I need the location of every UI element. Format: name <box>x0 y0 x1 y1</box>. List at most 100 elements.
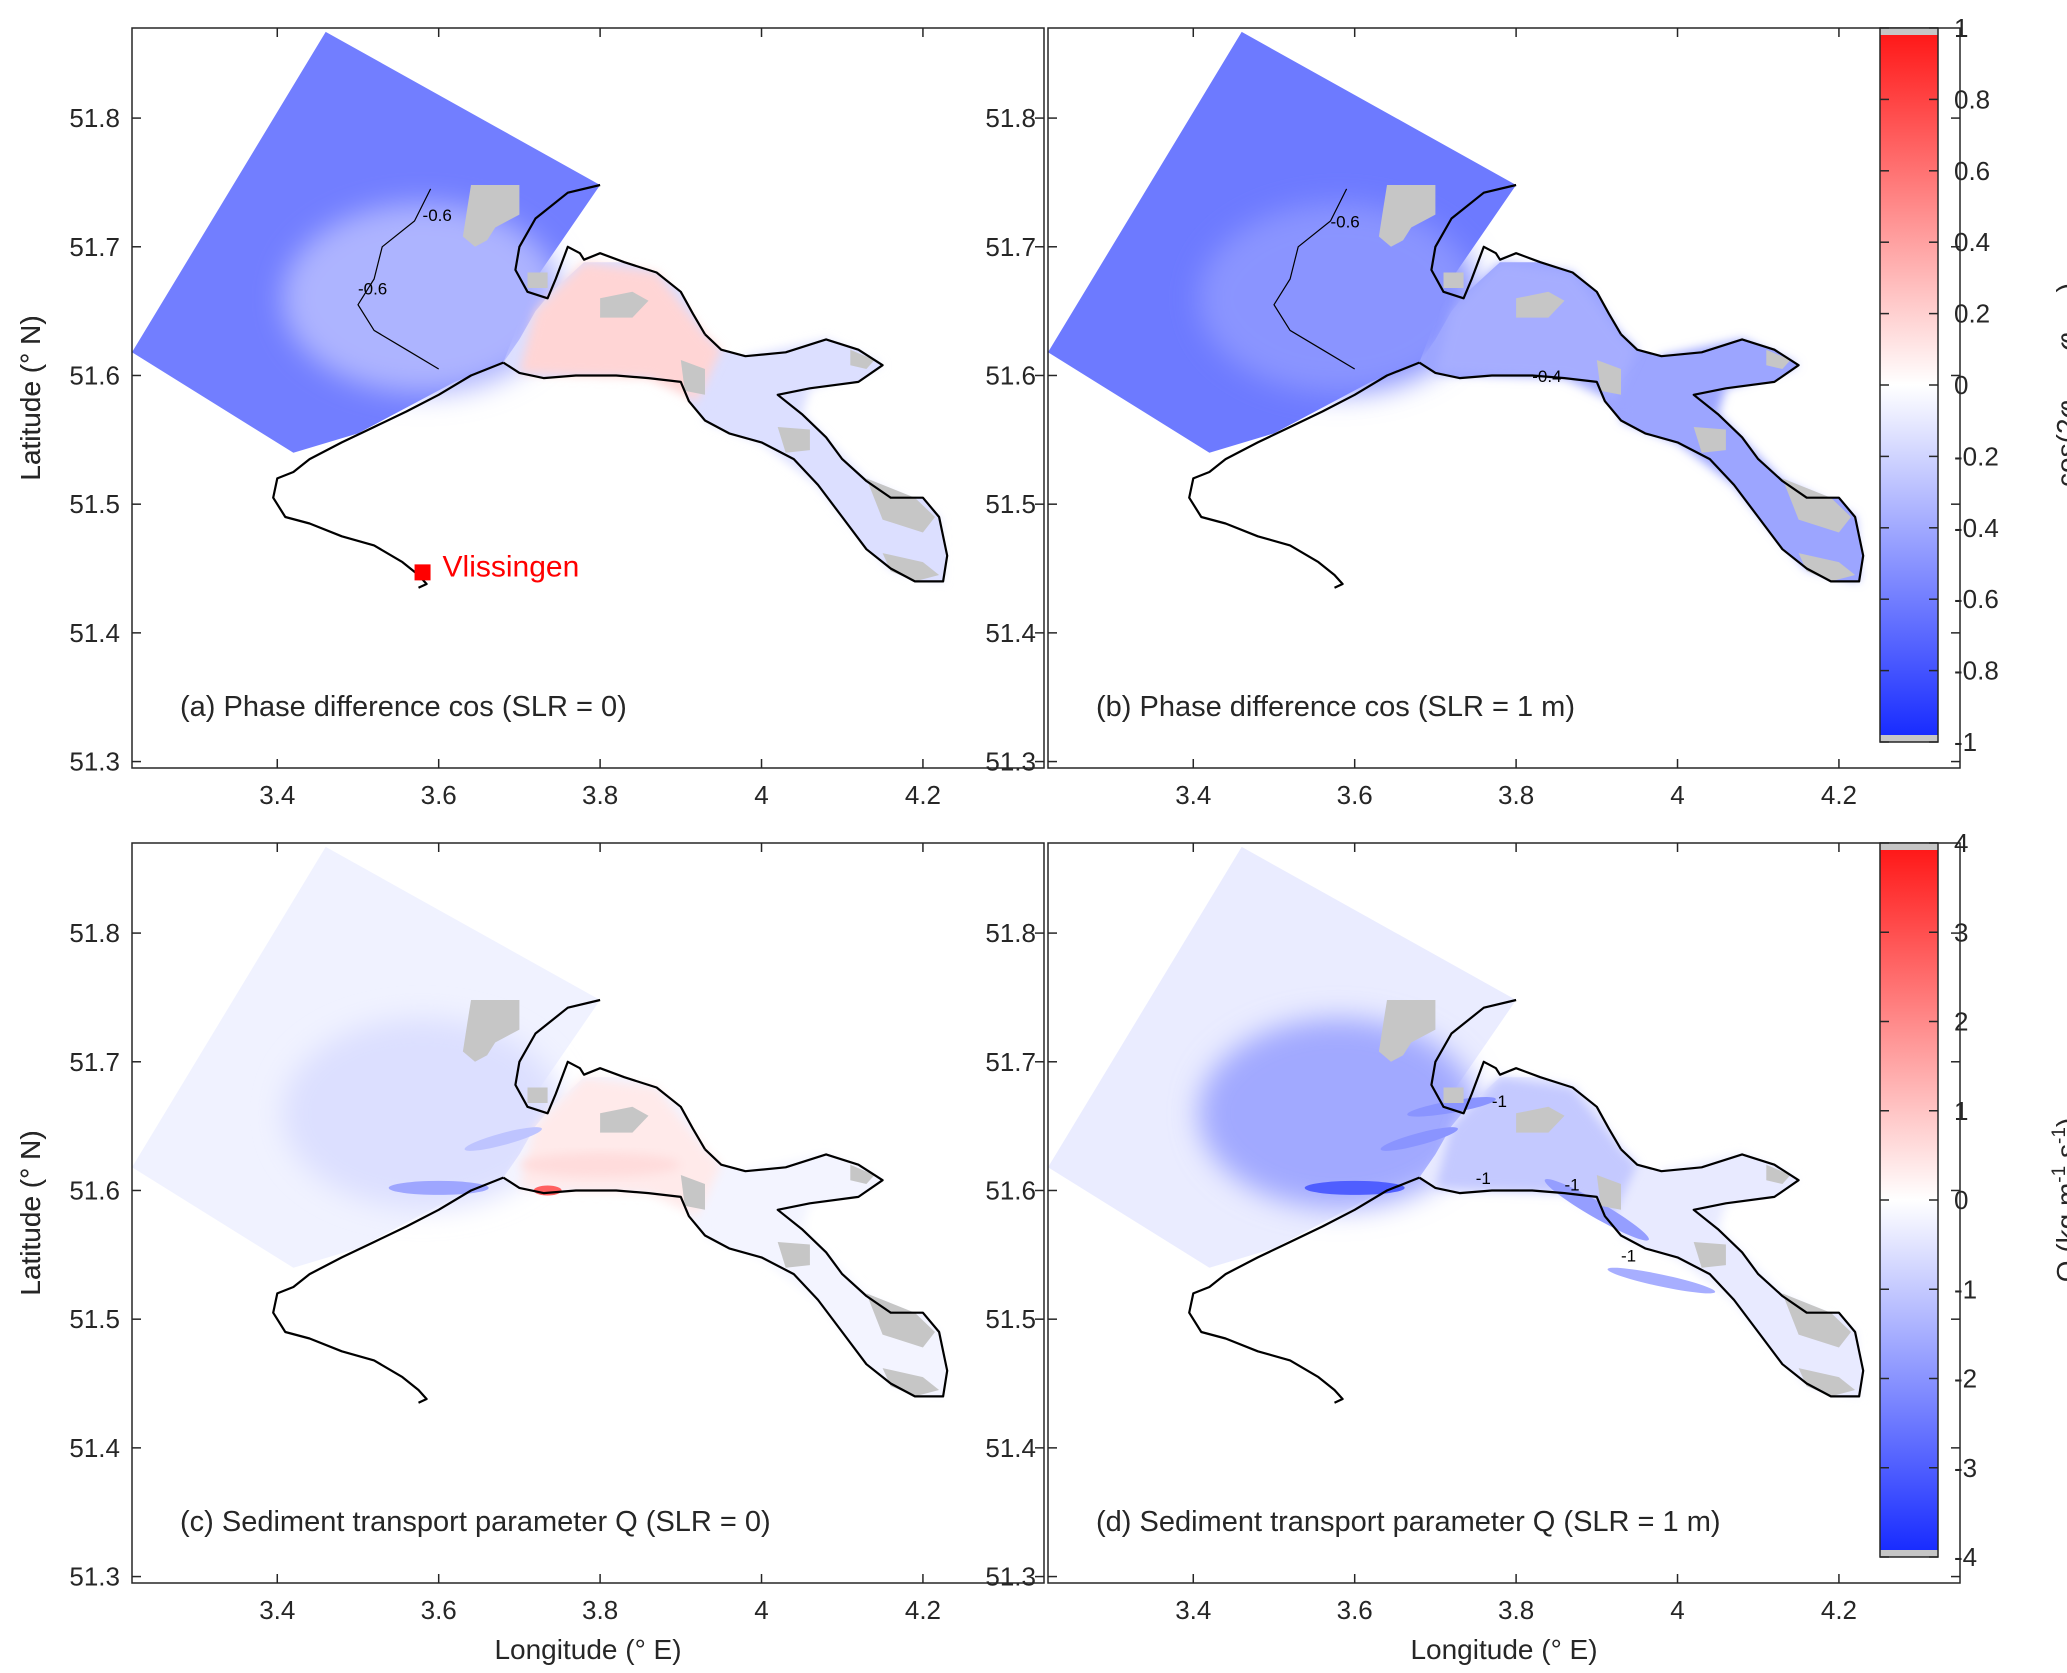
x-tick-label: 3.4 <box>1175 780 1211 810</box>
x-tick-label: 3.8 <box>582 1595 618 1625</box>
colorbar-tick-label: -3 <box>1954 1453 1977 1483</box>
x-tick-label: 4 <box>754 780 768 810</box>
colorbar-tick-label: -0.4 <box>1954 513 1999 543</box>
land-patch <box>1596 1175 1621 1210</box>
x-tick-label: 4.2 <box>905 1595 941 1625</box>
contour-label: -0.6 <box>1330 212 1359 231</box>
land-patch <box>777 427 810 453</box>
y-tick-label: 51.4 <box>985 1433 1036 1463</box>
coastline <box>272 1176 504 1404</box>
coastline <box>1430 998 1622 1150</box>
colorbar-tick-label: 0 <box>1954 370 1968 400</box>
colorbar-label: cos(2φUM2-φUM4) <box>2051 283 2067 487</box>
coastline <box>1418 333 1865 583</box>
land-patch <box>527 1087 548 1103</box>
land-patch <box>1798 1368 1856 1397</box>
contour-label: -1 <box>1476 1169 1491 1188</box>
y-tick-label: 51.5 <box>69 1304 120 1334</box>
land-patch <box>850 349 875 369</box>
colorbar-tick-label: -4 <box>1954 1542 1977 1572</box>
land-patch <box>1516 291 1565 318</box>
nearshore-field-b <box>1198 203 1479 394</box>
colorbar-cap <box>1880 735 1938 742</box>
x-tick-label: 4.2 <box>1821 1595 1857 1625</box>
colorbar-label: Q (kg m-1 s-1) <box>2049 1118 2067 1282</box>
colorbar-tick-label: -1 <box>1954 1274 1977 1304</box>
land-patch <box>680 1175 705 1210</box>
colorbar-cap <box>1880 28 1938 35</box>
inner-estuary-field-c <box>519 1077 722 1217</box>
land-patch <box>680 360 705 395</box>
x-tick-label: 4.2 <box>1821 780 1857 810</box>
channel-streak <box>1304 1180 1405 1195</box>
inner-estuary-field-a <box>519 262 722 402</box>
y-tick-label: 51.8 <box>985 103 1036 133</box>
colorbar-tick-label: 0.4 <box>1954 227 1990 257</box>
axes-frame <box>1047 842 1961 1584</box>
channel-streak <box>1607 1267 1716 1294</box>
colorbar-Q: 4 3 2 1 0 -1 -2 -3 -4 Q (kg m-1 s-1) <box>1879 828 2067 1572</box>
x-tick-label: 4.2 <box>905 780 941 810</box>
land-patch <box>1516 1106 1565 1133</box>
land-patch <box>1378 1000 1436 1062</box>
land-patch <box>1766 1164 1791 1184</box>
land-patch <box>1443 1087 1464 1103</box>
y-tick-label: 51.7 <box>985 232 1036 262</box>
coastline <box>272 361 504 589</box>
panel-label-d: (d) Sediment transport parameter Q (SLR … <box>1096 1506 1721 1538</box>
inner-estuary-field-b <box>1435 262 1638 402</box>
y-tick-label: 51.3 <box>985 747 1036 777</box>
station-marker <box>414 564 431 581</box>
east-estuary-field-b <box>1621 339 1860 582</box>
land-patch <box>882 553 940 582</box>
channel-streak <box>520 1152 681 1177</box>
coastline <box>514 183 706 335</box>
map-panel-a: -0.6 -0.6 Vlissingen (a) Phase difference c… <box>15 27 1045 810</box>
contour-label: -1 <box>1565 1175 1580 1194</box>
y-axis-label: Latitude (° N) <box>15 1130 46 1295</box>
coastline <box>1430 183 1622 335</box>
x-tick-label: 3.6 <box>421 1595 457 1625</box>
y-tick-label: 51.5 <box>985 1304 1036 1334</box>
colorbar-cap <box>1880 843 1938 850</box>
colorbar-tick-label: 1 <box>1954 13 1968 43</box>
colorbar-cos_phase: 1 0.8 0.6 0.4 0.2 0 -0.2 -0.4 -0.6 -0.8 -1 cos(2φUM… <box>1879 13 2067 757</box>
channel-streak <box>464 1127 542 1151</box>
contour-line <box>357 188 440 370</box>
channel-streak <box>1407 1097 1496 1117</box>
panel-label-a: (a) Phase difference cos (SLR = 0) <box>180 691 627 723</box>
colorbar-tick-label: -0.2 <box>1954 441 1999 471</box>
colorbar-tick-label: 4 <box>1954 828 1968 858</box>
station-label: Vlissingen <box>443 550 580 583</box>
x-tick-label: 4 <box>754 1595 768 1625</box>
colorbar-tick-label: 0.2 <box>1954 299 1990 329</box>
colorbar-tick-label: 1 <box>1954 1096 1968 1126</box>
colorbar-tick-label: -0.6 <box>1954 584 1999 614</box>
channel-streak <box>388 1180 489 1195</box>
coastline <box>502 1148 949 1398</box>
y-tick-label: 51.4 <box>69 1433 120 1463</box>
colorbar-cap <box>1880 1550 1938 1557</box>
map-panel-c: (c) Sediment transport parameter Q (SLR … <box>15 842 1045 1665</box>
colorbar-tick-label: 0.6 <box>1954 156 1990 186</box>
east-estuary-field-c <box>705 1154 944 1397</box>
x-tick-label: 3.8 <box>1498 780 1534 810</box>
y-tick-label: 51.7 <box>985 1047 1036 1077</box>
y-tick-label: 51.6 <box>985 1175 1036 1205</box>
y-tick-label: 51.5 <box>985 489 1036 519</box>
y-tick-label: 51.6 <box>985 360 1036 390</box>
land-patch <box>462 185 520 247</box>
land-patch <box>462 1000 520 1062</box>
y-tick-label: 51.4 <box>69 618 120 648</box>
contour-label: -0.4 <box>1532 367 1561 386</box>
y-tick-label: 51.4 <box>985 618 1036 648</box>
panel-label-c: (c) Sediment transport parameter Q (SLR … <box>180 1506 771 1538</box>
y-tick-label: 51.8 <box>69 103 120 133</box>
nearshore-field-d <box>1198 1018 1479 1209</box>
x-tick-label: 3.4 <box>259 1595 295 1625</box>
y-axis-label: Latitude (° N) <box>15 315 46 480</box>
coastline <box>1418 1148 1865 1398</box>
x-tick-label: 3.8 <box>582 780 618 810</box>
contour-label: -1 <box>1492 1092 1507 1111</box>
land-patch <box>1443 272 1464 288</box>
